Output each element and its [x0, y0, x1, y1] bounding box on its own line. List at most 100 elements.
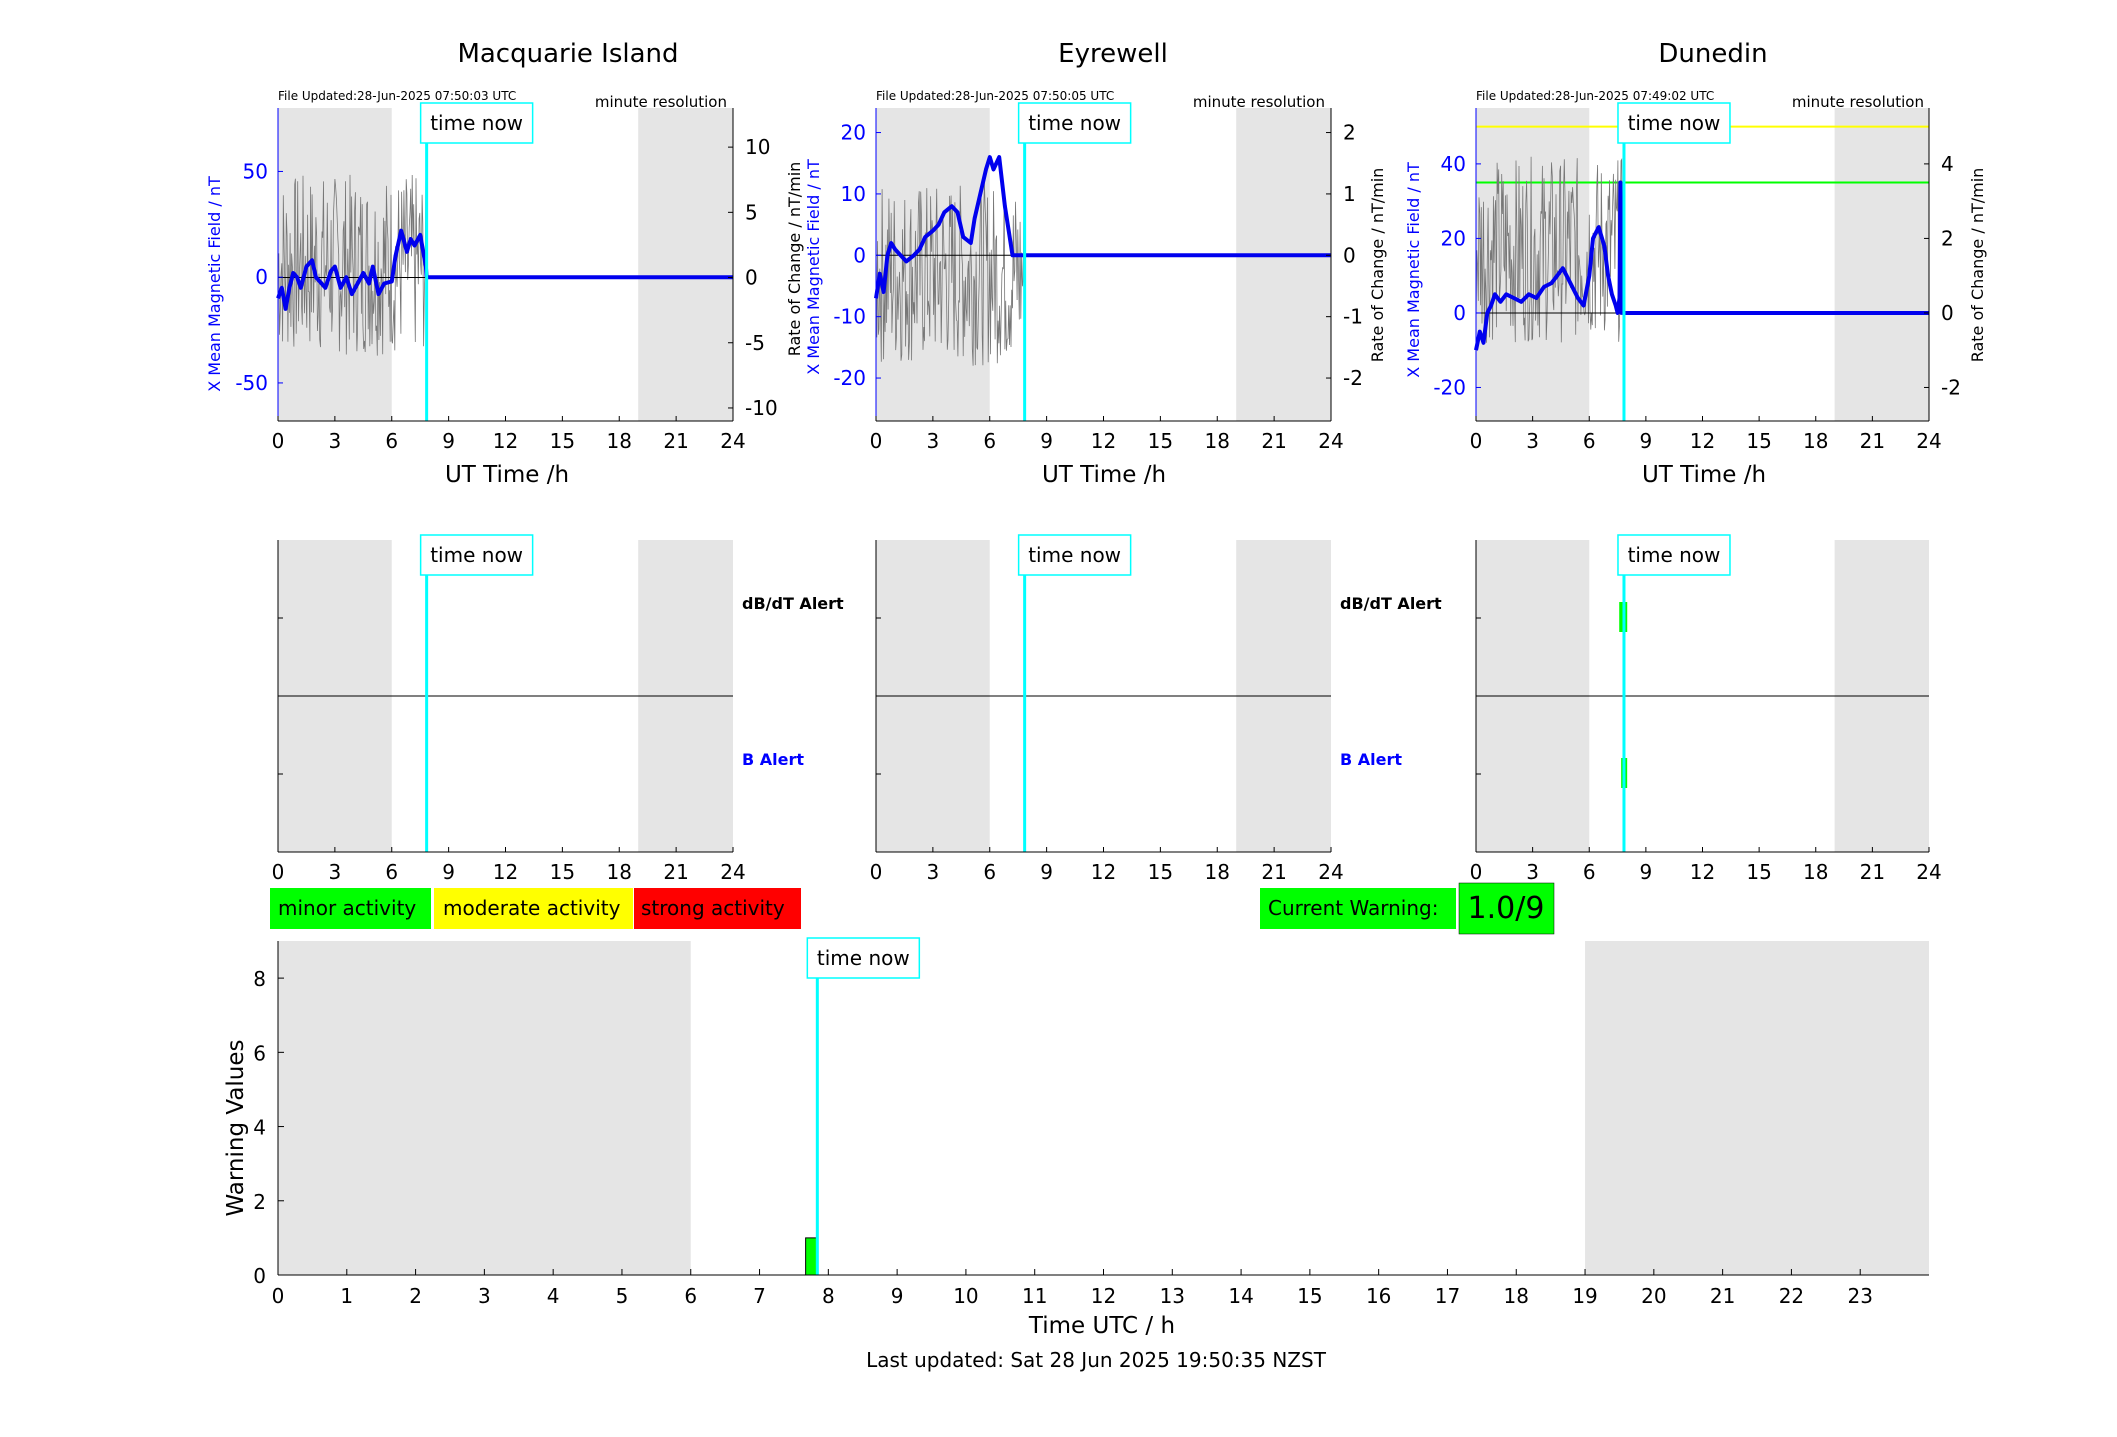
right-tick-label-1--1: -1	[1343, 305, 1363, 329]
warning-x-tick-label-1: 1	[340, 1284, 353, 1308]
right-tick-label-0-0: 0	[745, 266, 758, 290]
alert-x-tick-label-1-21: 21	[1261, 860, 1286, 884]
warning-x-tick-label-12: 12	[1091, 1284, 1116, 1308]
x-tick-label-0-9: 9	[442, 429, 455, 453]
left-tick-label-2-40: 40	[1441, 152, 1466, 176]
left-tick-label-1--10: -10	[833, 305, 866, 329]
left-tick-label-1--20: -20	[833, 366, 866, 390]
current-warning-value: 1.0/9	[1468, 891, 1545, 926]
warning-x-tick-label-4: 4	[547, 1284, 560, 1308]
left-tick-label-0-0: 0	[255, 265, 268, 289]
current-warning-label-box	[1260, 888, 1456, 929]
right-tick-label-1-2: 2	[1343, 121, 1356, 145]
night-shade-1-1	[1236, 108, 1331, 421]
warning-night-shade-1	[1585, 941, 1929, 1275]
x-tick-label-2-0: 0	[1470, 429, 1483, 453]
x-tick-label-1-24: 24	[1318, 429, 1343, 453]
x-tick-label-0-3: 3	[329, 429, 342, 453]
station-title-eyrewell: Eyrewell	[1058, 39, 1168, 69]
alert-x-tick-label-0-6: 6	[385, 860, 398, 884]
time-now-label-1: time now	[1028, 111, 1121, 135]
warning-x-tick-label-11: 11	[1022, 1284, 1047, 1308]
alert-x-tick-label-0-0: 0	[272, 860, 285, 884]
x-tick-label-0-24: 24	[720, 429, 745, 453]
left-tick-label-2--20: -20	[1433, 375, 1466, 399]
left-ylabel-eyrewell: X Mean Magnetic Field / nT	[804, 159, 823, 375]
left-tick-label-2-0: 0	[1453, 301, 1466, 325]
right-tick-label-0-5: 5	[745, 200, 758, 224]
rate-of-change-line-1	[875, 182, 1025, 366]
alert-time-now-label-0: time now	[430, 543, 523, 567]
warning-y-tick-label-0: 0	[253, 1264, 266, 1288]
warning-x-tick-label-14: 14	[1228, 1284, 1253, 1308]
time-now-box-0	[419, 102, 534, 144]
alert-x-tick-label-1-12: 12	[1091, 860, 1116, 884]
warning-time-now-box	[806, 937, 921, 979]
left-ylabel-dunedin: X Mean Magnetic Field / nT	[1404, 162, 1423, 378]
left-ylabel-macquarie: X Mean Magnetic Field / nT	[205, 176, 224, 392]
x-tick-label-0-0: 0	[272, 429, 285, 453]
b-alert-label-macquarie: B Alert	[742, 750, 804, 769]
x-tick-label-0-21: 21	[663, 429, 688, 453]
x-mean-field-line-2	[1474, 180, 1624, 351]
x-tick-label-0-12: 12	[493, 429, 518, 453]
warning-time-now-label: time now	[817, 946, 910, 970]
alert-x-tick-label-2-9: 9	[1640, 860, 1653, 884]
alert-x-tick-label-2-15: 15	[1746, 860, 1771, 884]
dbdt-alert-label-macquarie: dB/dT Alert	[742, 594, 844, 613]
x-tick-label-1-9: 9	[1040, 429, 1053, 453]
legend-label-strong: strong activity	[641, 896, 785, 920]
time-now-box-2	[1617, 102, 1731, 144]
legend-label-minor: minor activity	[278, 896, 416, 920]
alert-x-tick-label-0-3: 3	[329, 860, 342, 884]
xlabel-eyrewell: UT Time /h	[1042, 462, 1166, 488]
right-ylabel-eyrewell: Rate of Change / nT/min	[1368, 168, 1387, 363]
warning-x-tick-label-2: 2	[409, 1284, 422, 1308]
warning-x-tick-label-17: 17	[1435, 1284, 1460, 1308]
warning-x-tick-label-23: 23	[1847, 1284, 1872, 1308]
warning-x-tick-label-16: 16	[1366, 1284, 1391, 1308]
x-tick-label-1-21: 21	[1261, 429, 1286, 453]
x-mean-field-line-0	[276, 228, 429, 311]
warning-x-tick-label-22: 22	[1779, 1284, 1804, 1308]
alert-x-tick-label-2-0: 0	[1470, 860, 1483, 884]
warning-x-tick-label-5: 5	[616, 1284, 629, 1308]
left-tick-label-1-20: 20	[841, 121, 866, 145]
legend-label-moderate: moderate activity	[443, 896, 621, 920]
resolution-dunedin: minute resolution	[1792, 93, 1924, 111]
right-tick-label-2-0: 0	[1941, 301, 1954, 325]
alert-x-tick-label-0-18: 18	[607, 860, 632, 884]
x-tick-label-0-6: 6	[385, 429, 398, 453]
right-tick-label-1-1: 1	[1343, 182, 1356, 206]
x-tick-label-2-21: 21	[1860, 429, 1885, 453]
x-tick-label-1-12: 12	[1091, 429, 1116, 453]
warning-x-tick-label-20: 20	[1641, 1284, 1666, 1308]
alert-x-tick-label-1-24: 24	[1318, 860, 1343, 884]
station-title-macquarie: Macquarie Island	[457, 39, 678, 69]
warning-bar-0	[805, 1237, 818, 1276]
current-warning-label: Current Warning:	[1268, 896, 1438, 920]
x-tick-label-2-24: 24	[1916, 429, 1941, 453]
x-tick-label-2-12: 12	[1690, 429, 1715, 453]
warning-night-shade-0	[278, 941, 691, 1275]
alert-time-now-label-2: time now	[1628, 543, 1721, 567]
resolution-macquarie: minute resolution	[595, 93, 727, 111]
right-tick-label-2-4: 4	[1941, 152, 1954, 176]
right-tick-label-1-0: 0	[1343, 243, 1356, 267]
alert-x-tick-label-2-3: 3	[1526, 860, 1539, 884]
warning-x-tick-label-0: 0	[272, 1284, 285, 1308]
warning-y-tick-label-8: 8	[253, 967, 266, 991]
warning-x-tick-label-6: 6	[684, 1284, 697, 1308]
right-ylabel-macquarie: Rate of Change / nT/min	[785, 162, 804, 357]
alert-x-tick-label-0-24: 24	[720, 860, 745, 884]
left-tick-label-1-10: 10	[841, 182, 866, 206]
warning-x-tick-label-15: 15	[1297, 1284, 1322, 1308]
warning-x-tick-label-19: 19	[1572, 1284, 1597, 1308]
right-tick-label-2-2: 2	[1941, 226, 1954, 250]
warning-xlabel: Time UTC / h	[1028, 1313, 1175, 1339]
alert-x-tick-label-1-6: 6	[983, 860, 996, 884]
rate-of-change-line-0	[277, 174, 427, 356]
right-tick-label-0--5: -5	[745, 331, 765, 355]
warning-y-tick-label-6: 6	[253, 1041, 266, 1065]
alert-x-tick-label-0-21: 21	[663, 860, 688, 884]
